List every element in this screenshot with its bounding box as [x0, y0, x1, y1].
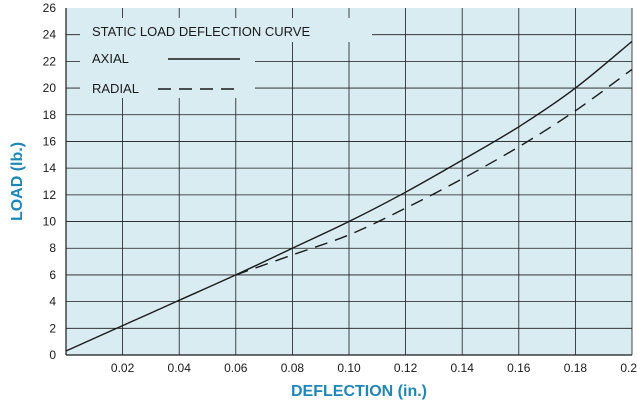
y-axis-label: LOAD (lb.) — [9, 142, 26, 221]
x-tick-label: 0.12 — [394, 361, 418, 375]
x-tick-label: 0.08 — [281, 361, 305, 375]
y-tick-label: 24 — [43, 28, 57, 42]
y-tick-label: 8 — [49, 241, 56, 255]
y-tick-label: 0 — [49, 348, 56, 362]
y-tick-label: 14 — [43, 161, 57, 175]
y-tick-label: 18 — [43, 108, 57, 122]
legend-title-background — [80, 18, 372, 42]
y-tick-label: 10 — [43, 215, 57, 229]
y-tick-label: 20 — [43, 81, 57, 95]
x-tick-label: 0.20 — [620, 361, 637, 375]
legend-label-axial: AXIAL — [92, 51, 129, 66]
series-line-axial — [65, 40, 633, 352]
series-layer — [65, 40, 633, 352]
y-tick-label: 6 — [49, 268, 56, 282]
y-tick-label: 16 — [43, 134, 57, 148]
x-tick-label: 0.18 — [564, 361, 588, 375]
plot-frame — [65, 8, 632, 356]
y-tick-label: 12 — [43, 188, 57, 202]
y-tick-label: 2 — [49, 321, 56, 335]
x-tick-label: 0.04 — [168, 361, 192, 375]
x-tick-label: 0.14 — [451, 361, 475, 375]
series-line-radial — [235, 68, 633, 276]
y-tick-label: 22 — [43, 54, 57, 68]
tick-labels: 0.02 0.04 0.06 0.08 0.10 0.12 0.14 0.16 0.18 0.2 0… — [43, 1, 637, 375]
y-tick-label: 26 — [43, 1, 57, 15]
x-tick-label: 0.02 — [111, 361, 135, 375]
y-tick-label: 4 — [49, 295, 56, 309]
x-axis-label: DEFLECTION (in.) — [291, 383, 427, 400]
chart-title: STATIC LOAD DEFLECTION CURVE — [92, 24, 310, 39]
x-tick-label: 0.06 — [224, 361, 248, 375]
legend: STATIC LOAD DEFLECTION CURVE AXIAL RADIA… — [80, 18, 372, 98]
legend-label-radial: RADIAL — [92, 81, 139, 96]
x-tick-label: 0.16 — [507, 361, 531, 375]
x-tick-label: 0.10 — [337, 361, 361, 375]
